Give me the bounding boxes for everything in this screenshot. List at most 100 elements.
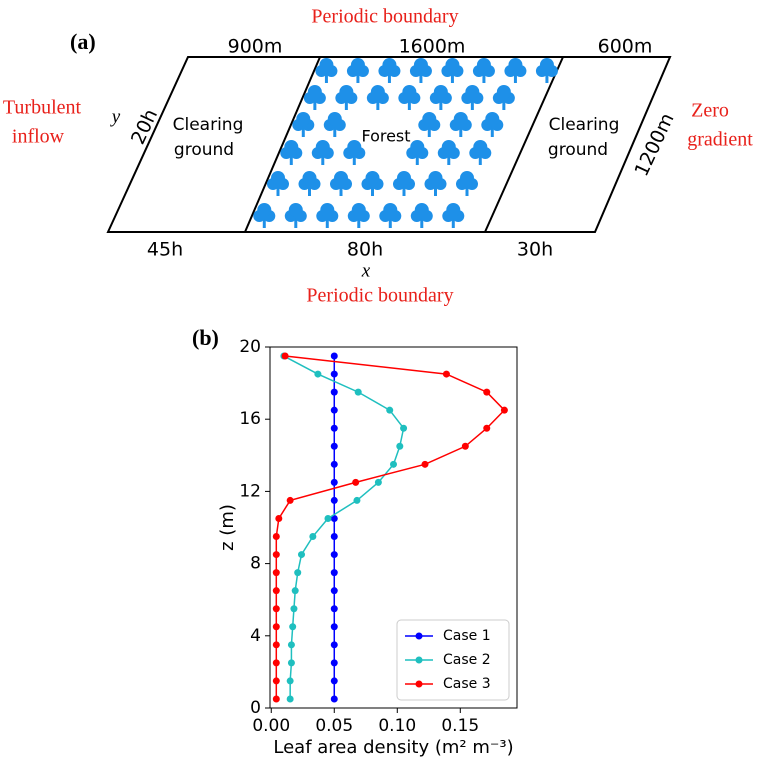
data-point <box>287 659 295 667</box>
data-point <box>330 478 338 486</box>
data-point <box>324 514 332 522</box>
tree-trunk <box>388 219 392 228</box>
tree-trunk <box>439 101 443 110</box>
forest-edge <box>484 56 564 233</box>
data-point <box>483 424 491 432</box>
tree-crown <box>460 171 474 185</box>
length-label: 1600m <box>399 36 466 58</box>
x-tick-label: 0.15 <box>441 716 479 736</box>
tree-icon <box>393 171 415 196</box>
data-point <box>374 478 382 486</box>
tree-icon <box>311 140 334 165</box>
tree-icon <box>456 171 478 196</box>
tree-icon <box>284 203 307 228</box>
y-tick-label: 16 <box>239 409 261 429</box>
tree-icon <box>366 85 389 110</box>
forest-trees <box>253 58 558 228</box>
tree-icon <box>406 140 429 165</box>
tree-crown <box>370 85 385 99</box>
tree-icon <box>449 112 472 137</box>
tree-trunk <box>344 101 348 110</box>
data-point <box>286 496 294 504</box>
inflow-label: Turbulent <box>3 97 82 119</box>
zone-label: Forest <box>361 127 410 146</box>
data-point <box>352 478 360 486</box>
data-point <box>275 514 283 522</box>
tree-trunk <box>450 74 454 83</box>
tree-icon <box>492 85 515 110</box>
tree-trunk <box>325 219 329 228</box>
tree-crown <box>414 203 429 217</box>
tree-icon <box>330 171 352 196</box>
tree-trunk <box>451 219 455 228</box>
tree-icon <box>267 171 289 196</box>
tree-crown <box>476 58 491 72</box>
data-point <box>289 623 297 631</box>
tree-icon <box>343 140 366 165</box>
data-point <box>442 370 450 378</box>
y-tick-label: 8 <box>250 554 261 574</box>
tree-trunk <box>513 74 517 83</box>
tree-trunk <box>434 187 437 196</box>
data-point <box>330 587 338 595</box>
data-point <box>330 460 338 468</box>
tree-trunk <box>427 128 431 137</box>
tree-crown <box>315 140 330 154</box>
tree-crown <box>302 171 317 185</box>
tree-crown <box>350 58 365 72</box>
tree-icon <box>441 58 464 83</box>
data-point <box>272 623 280 631</box>
axis-label: x <box>361 260 371 281</box>
tree-crown <box>441 140 456 154</box>
y-axis-label: z (m) <box>217 504 238 551</box>
tree-icon <box>315 58 338 83</box>
zone-label: Clearing <box>549 115 620 135</box>
data-point <box>330 551 338 559</box>
tree-trunk <box>415 156 419 165</box>
boundary-label: Periodic boundary <box>311 6 458 28</box>
data-point <box>396 442 404 450</box>
tree-trunk <box>294 219 298 228</box>
data-point <box>400 424 408 432</box>
panel-label: (a) <box>70 29 96 54</box>
tree-trunk <box>407 101 411 110</box>
tree-crown <box>296 112 311 126</box>
legend-marker <box>415 656 423 664</box>
tree-crown <box>334 171 348 185</box>
tree-crown <box>271 171 285 185</box>
tree-icon <box>378 58 401 83</box>
data-point <box>309 533 317 541</box>
zone-label: Clearing <box>173 115 244 135</box>
legend-label: Case 2 <box>443 652 491 668</box>
legend-label: Case 3 <box>443 676 491 692</box>
tree-trunk <box>490 128 494 137</box>
data-point <box>281 352 289 360</box>
tree-trunk <box>545 74 549 83</box>
tree-trunk <box>419 74 423 83</box>
tree-crown <box>410 140 425 154</box>
data-point <box>272 695 280 703</box>
tree-trunk <box>376 101 380 110</box>
tree-icon <box>410 203 433 228</box>
tree-trunk <box>321 156 325 165</box>
tree-trunk <box>262 219 266 228</box>
tree-trunk <box>324 74 328 83</box>
width-label: 1200m <box>630 110 678 180</box>
tree-crown <box>351 203 366 217</box>
length-label: 45h <box>147 239 183 261</box>
tree-icon <box>461 85 484 110</box>
data-point <box>272 659 280 667</box>
tree-crown <box>365 171 380 185</box>
y-tick-label: 4 <box>250 626 261 646</box>
tree-icon <box>398 85 421 110</box>
tree-crown <box>339 85 354 99</box>
data-point <box>421 460 429 468</box>
tree-trunk <box>308 187 311 196</box>
data-point <box>483 388 491 396</box>
tree-crown <box>422 112 437 126</box>
y-tick-label: 0 <box>250 698 261 718</box>
tree-icon <box>361 171 384 196</box>
data-point <box>272 569 280 577</box>
x-tick-label: 0.10 <box>378 716 416 736</box>
